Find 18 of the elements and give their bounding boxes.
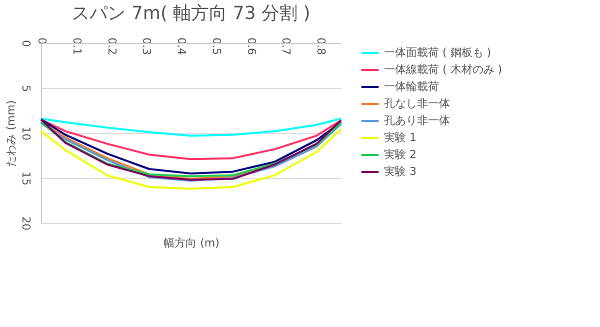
y-tick-label: 20 — [20, 216, 32, 230]
y-axis-title: たわみ (mm) — [4, 100, 18, 167]
legend-label: 一体線載荷 ( 木材のみ ) — [384, 63, 502, 76]
y-tick-label: 5 — [20, 85, 32, 92]
line-series — [40, 118, 342, 137]
legend-label: 実験 1 — [384, 131, 416, 144]
y-tick-label: 10 — [20, 126, 32, 140]
legend-label: 一体輪載荷 — [384, 80, 439, 93]
legend-label: 孔なし非一体 — [384, 97, 450, 110]
legend-label: 孔あり非一体 — [384, 114, 450, 127]
legend-label: 実験 3 — [384, 165, 416, 178]
line-series — [40, 118, 342, 160]
y-tick-label: 15 — [20, 172, 32, 186]
legend-label: 実験 2 — [384, 148, 416, 161]
chart-title: スパン 7m( 軸方向 73 分割 ) — [72, 3, 310, 24]
x-axis-title: 幅方向 (m) — [164, 236, 220, 250]
line-series — [40, 128, 342, 190]
legend-label: 一体面載荷 ( 鋼板も ) — [384, 46, 492, 59]
